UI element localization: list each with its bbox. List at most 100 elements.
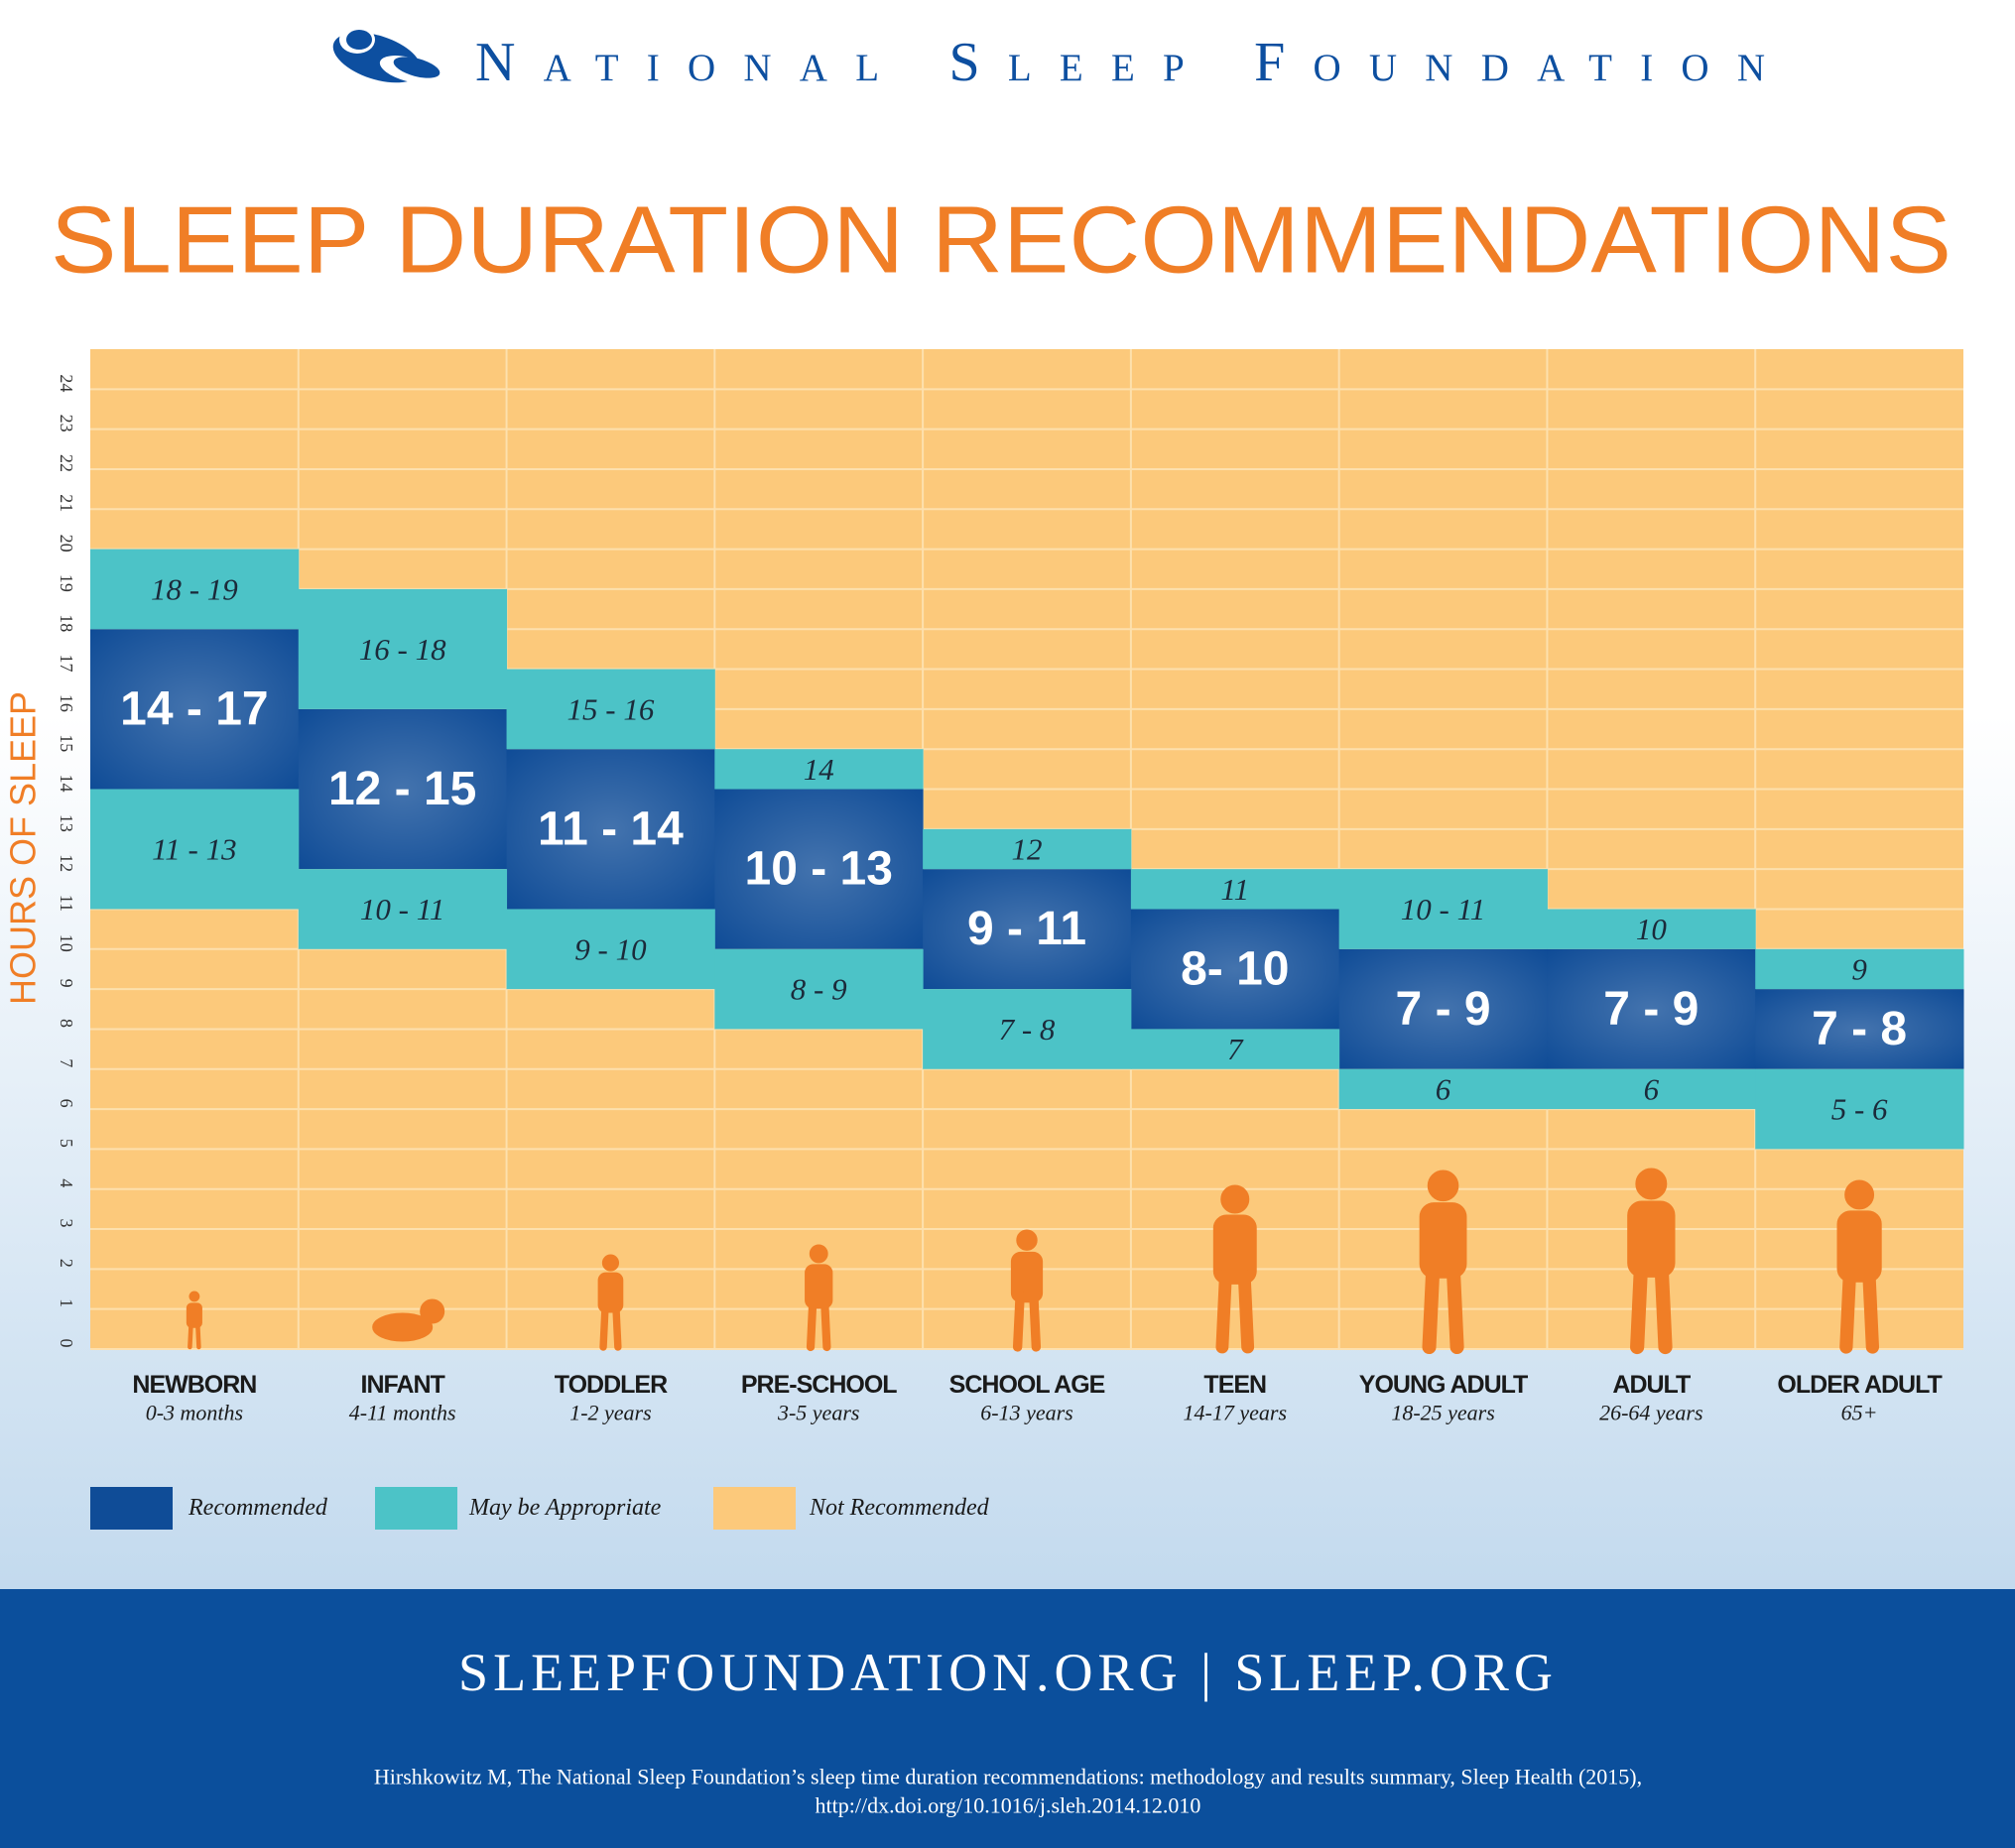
appropriate-label: 14 [804, 752, 834, 787]
block-glow [506, 749, 715, 910]
y-tick-label: 1 [57, 1298, 76, 1307]
recommended-label: 10 - 13 [745, 843, 893, 896]
appropriate-block [714, 948, 924, 1030]
silhouette-leg [188, 1320, 193, 1350]
y-axis-label: HOURS OF SLEEP [3, 691, 44, 1005]
block-glow [1755, 989, 1964, 1069]
y-tick-label: 9 [57, 979, 76, 988]
appropriate-label: 9 - 10 [574, 931, 647, 966]
legend-swatch [713, 1487, 796, 1530]
category-sublabel: 65+ [1841, 1401, 1878, 1425]
legend-swatch [90, 1487, 173, 1530]
category-sublabel: 3-5 years [777, 1401, 859, 1425]
y-tick-label: 24 [57, 374, 76, 392]
legend-label: May be Appropriate [468, 1495, 662, 1521]
silhouette [1419, 1170, 1467, 1355]
appropriate-block [1338, 1068, 1548, 1110]
silhouette-body [1212, 1214, 1257, 1285]
silhouette-body [1836, 1210, 1882, 1283]
y-tick-label: 2 [57, 1259, 76, 1268]
silhouette-leg [1630, 1261, 1649, 1355]
silhouette [805, 1244, 833, 1352]
category-label: OLDER ADULT [1777, 1371, 1942, 1399]
y-tick-label: 4 [57, 1178, 76, 1187]
appropriate-label: 10 - 11 [360, 892, 445, 926]
appropriate-block [506, 669, 715, 750]
organization-name: National Sleep Foundation [475, 32, 1765, 93]
block-glow [90, 629, 300, 790]
category-label: TODDLER [555, 1371, 668, 1399]
category-label: NEWBORN [132, 1371, 256, 1399]
block-glow [1547, 948, 1756, 1069]
silhouette [597, 1254, 624, 1351]
silhouette-head [1844, 1179, 1875, 1210]
y-tick-label: 23 [57, 415, 76, 432]
appropriate-block [1338, 869, 1548, 949]
recommended-label: 7 - 9 [1396, 983, 1491, 1036]
recommended-label: 7 - 8 [1812, 1003, 1907, 1055]
recommended-label: 9 - 11 [967, 903, 1086, 955]
y-tick-label: 10 [57, 934, 76, 952]
appropriate-block [90, 549, 300, 630]
appropriate-label: 5 - 6 [1831, 1092, 1888, 1127]
silhouette-head [420, 1298, 445, 1324]
silhouette-leg [1029, 1291, 1042, 1352]
silhouette-body [372, 1312, 434, 1342]
y-tick-label: 20 [57, 535, 76, 553]
silhouette-leg [1862, 1266, 1880, 1354]
category-label: SCHOOL AGE [949, 1371, 1105, 1399]
appropriate-label: 11 - 13 [152, 832, 237, 867]
y-tick-label: 17 [57, 655, 76, 673]
citation: Hirshkowitz M, The National Sleep Founda… [374, 1765, 1642, 1789]
silhouette-leg [612, 1302, 622, 1351]
category-sublabel: 26-64 years [1599, 1401, 1702, 1425]
appropriate-label: 18 - 19 [151, 571, 238, 606]
appropriate-label: 12 [1012, 832, 1043, 867]
category-sublabel: 18-25 years [1391, 1401, 1494, 1425]
category-label: YOUNG ADULT [1359, 1371, 1528, 1399]
appropriate-block [1547, 1068, 1756, 1110]
appropriate-block [714, 749, 924, 790]
y-tick-label: 18 [57, 614, 76, 632]
silhouette-body [1010, 1251, 1044, 1303]
y-tick-label: 11 [57, 895, 76, 912]
recommended-label: 14 - 17 [120, 682, 268, 735]
category-sublabel: 1-2 years [569, 1401, 651, 1425]
appropriate-label: 7 - 8 [999, 1012, 1056, 1047]
y-tick-label: 14 [57, 775, 76, 793]
silhouette [1627, 1168, 1676, 1355]
appropriate-block [1755, 948, 1964, 990]
chart-title: SLEEP DURATION RECOMMENDATIONS [51, 187, 1952, 294]
appropriate-label: 7 [1227, 1032, 1244, 1066]
appropriate-block [1547, 909, 1756, 949]
silhouette-leg [1237, 1269, 1255, 1354]
y-tick-label: 7 [57, 1058, 76, 1067]
category-label: TEEN [1203, 1371, 1266, 1399]
category-sublabel: 0-3 months [146, 1401, 243, 1425]
block-glow [298, 708, 508, 870]
silhouette-leg [599, 1302, 609, 1351]
appropriate-block [506, 909, 715, 990]
appropriate-label: 8 - 9 [791, 972, 847, 1007]
category-sublabel: 4-11 months [349, 1401, 456, 1425]
appropriate-block [298, 869, 508, 949]
logo [332, 26, 441, 83]
silhouette-head [1427, 1170, 1459, 1202]
y-tick-label: 21 [57, 494, 76, 512]
appropriate-block [1130, 869, 1340, 910]
block-glow [1130, 909, 1340, 1030]
silhouette [186, 1291, 202, 1350]
appropriate-label: 10 [1636, 912, 1668, 946]
y-tick-label: 16 [57, 694, 76, 712]
silhouette-head [189, 1291, 200, 1302]
y-tick-label: 12 [57, 854, 76, 872]
silhouette-leg [806, 1297, 818, 1352]
silhouette [372, 1298, 445, 1342]
recommended-label: 8- 10 [1181, 942, 1289, 995]
y-tick-label: 0 [57, 1339, 76, 1348]
category-label: PRE-SCHOOL [741, 1371, 897, 1399]
y-tick-label: 5 [57, 1139, 76, 1148]
appropriate-label: 10 - 11 [1401, 892, 1486, 926]
